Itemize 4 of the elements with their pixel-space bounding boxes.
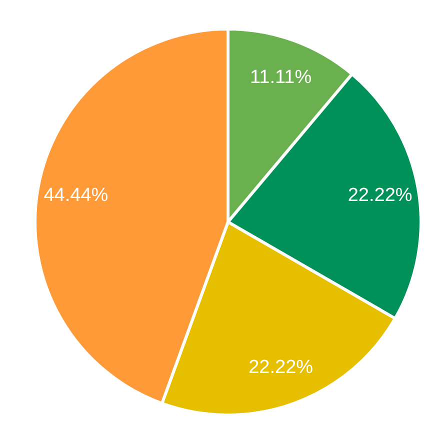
data-label: 11.11% <box>250 66 312 88</box>
data-label: 22.22% <box>248 357 314 378</box>
data-label: 22.22% <box>348 185 412 206</box>
data-label: 44.44% <box>44 185 108 206</box>
